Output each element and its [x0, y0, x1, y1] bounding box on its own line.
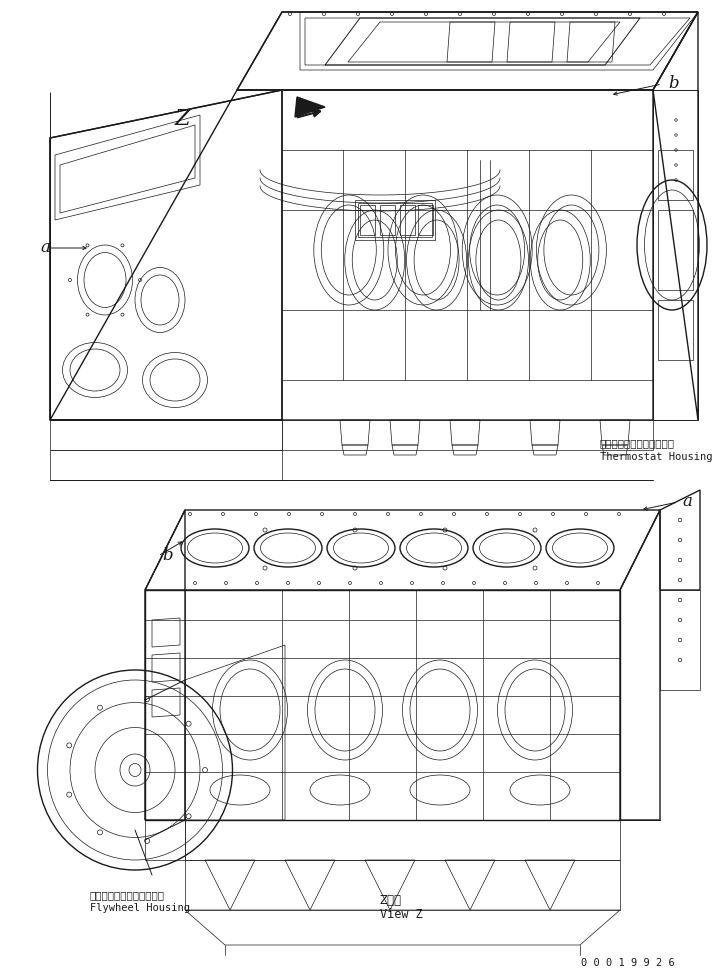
Text: Thermostat Housing: Thermostat Housing	[600, 452, 713, 462]
Text: 0 0 0 1 9 9 2 6: 0 0 0 1 9 9 2 6	[581, 958, 675, 968]
Text: a: a	[40, 239, 50, 257]
Text: サーモスタットハウジング: サーモスタットハウジング	[600, 438, 675, 448]
Text: Z: Z	[175, 108, 191, 130]
Text: フライホイールハウジング: フライホイールハウジング	[90, 890, 165, 900]
Text: Z　見: Z 見	[380, 894, 402, 907]
Text: Flywheel Housing: Flywheel Housing	[90, 903, 190, 913]
Polygon shape	[295, 97, 325, 117]
Text: b: b	[668, 75, 678, 93]
Text: b: b	[162, 548, 173, 564]
Text: View Z: View Z	[380, 908, 423, 921]
Text: a: a	[682, 494, 692, 510]
